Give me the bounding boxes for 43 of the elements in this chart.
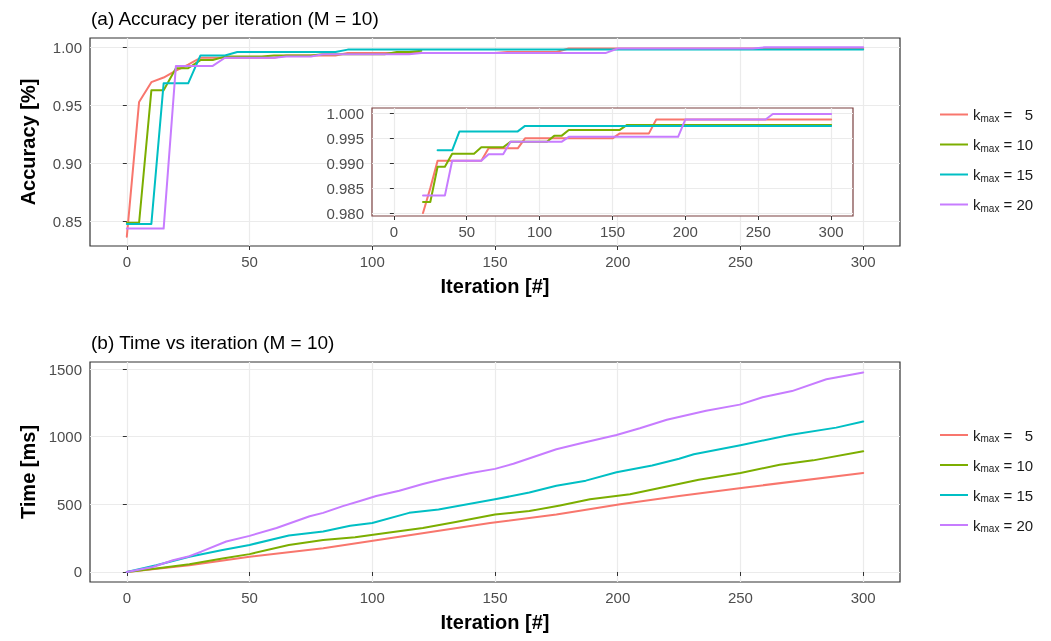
x-tick-label: 150 [482, 253, 508, 270]
x-tick-label: 200 [672, 223, 698, 240]
x-tick-label: 50 [241, 253, 258, 270]
x-tick-label: 50 [241, 589, 258, 606]
chart-title: (a) Accuracy per iteration (M = 10) [91, 8, 379, 29]
y-tick-label: 1.000 [326, 104, 364, 122]
y-tick-label: 500 [56, 495, 82, 513]
y-tick-label: 0.85 [52, 213, 82, 231]
y-axis-title: Accuracy [%] [17, 78, 39, 206]
y-tick-label: 1500 [48, 360, 82, 378]
line-series [422, 123, 833, 204]
y-axis-title: Time [ms] [16, 424, 39, 520]
y-tick-label: 1000 [48, 428, 82, 446]
x-tick-label: 300 [850, 589, 876, 606]
x-tick-label: 300 [850, 253, 876, 270]
line-series [125, 371, 865, 573]
y-tick-label: 0.95 [52, 96, 82, 114]
y-tick-label: 0.995 [326, 129, 364, 147]
y-tick-label: 0.90 [52, 155, 82, 172]
x-tick-label: 150 [599, 223, 626, 240]
x-tick-label: 250 [727, 253, 753, 270]
x-tick-label: 0 [389, 223, 399, 240]
x-tick-label: 100 [359, 589, 385, 606]
y-tick-label: 0.980 [326, 204, 364, 222]
line-series [422, 112, 833, 197]
x-tick-label: 150 [482, 589, 508, 606]
x-tick-label: 100 [359, 253, 385, 270]
x-tick-label: 0 [122, 253, 131, 270]
y-tick-label: 0.990 [326, 154, 364, 172]
x-tick-label: 50 [458, 223, 476, 240]
x-tick-label: 250 [745, 223, 771, 240]
x-tick-label: 100 [527, 223, 553, 240]
x-axis-title: Iteration [#] [440, 275, 550, 297]
x-tick-label: 0 [122, 589, 131, 606]
chart-title: (b) Time vs iteration (M = 10) [91, 332, 335, 353]
y-tick-label: 0 [73, 563, 82, 581]
y-tick-label: 0.985 [326, 179, 364, 197]
x-tick-label: 200 [605, 589, 631, 606]
x-tick-label: 300 [818, 223, 844, 240]
x-axis-title: Iteration [#] [440, 611, 550, 633]
x-tick-label: 250 [727, 589, 753, 606]
x-tick-label: 200 [605, 253, 631, 270]
y-tick-label: 1.00 [52, 38, 82, 56]
